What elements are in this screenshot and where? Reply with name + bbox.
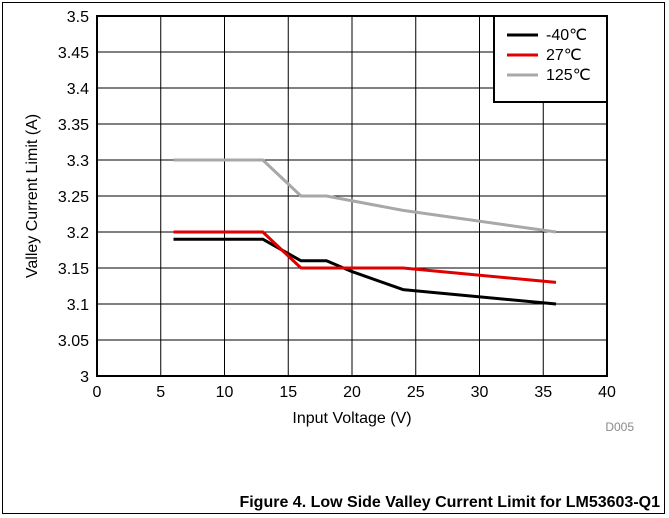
x-tick-label: 20 [343,384,361,401]
series-line-3 [173,158,557,234]
x-axis-title: Input Voltage (V) [292,410,411,427]
x-tick-label: 25 [407,384,425,401]
y-tick-label: 3.25 [58,189,89,206]
y-tick-label: 3.1 [67,297,89,314]
x-tick-label: 10 [216,384,234,401]
caption-text: Figure 4. Low Side Valley Current Limit … [239,494,660,511]
legend-box [493,15,608,103]
figure-caption: Figure 4. Low Side Valley Current Limit … [3,494,668,512]
x-tick-label: 35 [534,384,552,401]
y-tick-label: 3.4 [67,81,89,98]
y-tick-labels: 3 3.05 3.1 3.15 3.2 3.25 3.3 3.35 3.4 3.45 3.5 [58,9,89,386]
y-tick-label: 3 [80,369,89,386]
y-tick-label: 3.15 [58,261,89,278]
series-line-1 [173,237,557,306]
plot-border [96,15,608,377]
y-tick-label: 3.45 [58,45,89,62]
y-tick-label: 3.35 [58,117,89,134]
figure-frame: 0 5 10 15 20 25 30 35 40 3 3.05 3.1 3.15 3.2 3.25 3.3 3… [2,2,665,514]
x-tick-label: 40 [598,384,616,401]
x-tick-label: 15 [279,384,297,401]
legend: -40℃ 27℃ 125℃ [493,15,608,103]
y-axis-title: Valley Current Limit (A) [24,114,41,278]
x-tick-label: 30 [471,384,489,401]
y-tick-label: 3.2 [67,225,89,242]
x-tick-label: 0 [93,384,102,401]
x-tick-labels: 0 5 10 15 20 25 30 35 40 [93,384,616,401]
figure-code: D005 [605,420,634,434]
x-tick-label: 5 [156,384,165,401]
y-tick-label: 3.05 [58,333,89,350]
series-line-2 [173,230,557,284]
legend-label-2: 27℃ [546,47,582,64]
y-tick-label: 3.3 [67,153,89,170]
y-tick-label: 3.5 [67,9,89,26]
series-lines [173,158,557,306]
legend-label-1: -40℃ [546,27,587,44]
legend-label-3: 125℃ [546,67,591,84]
line-chart: 0 5 10 15 20 25 30 35 40 33.053.13.153.23.253.33… [24,9,634,434]
